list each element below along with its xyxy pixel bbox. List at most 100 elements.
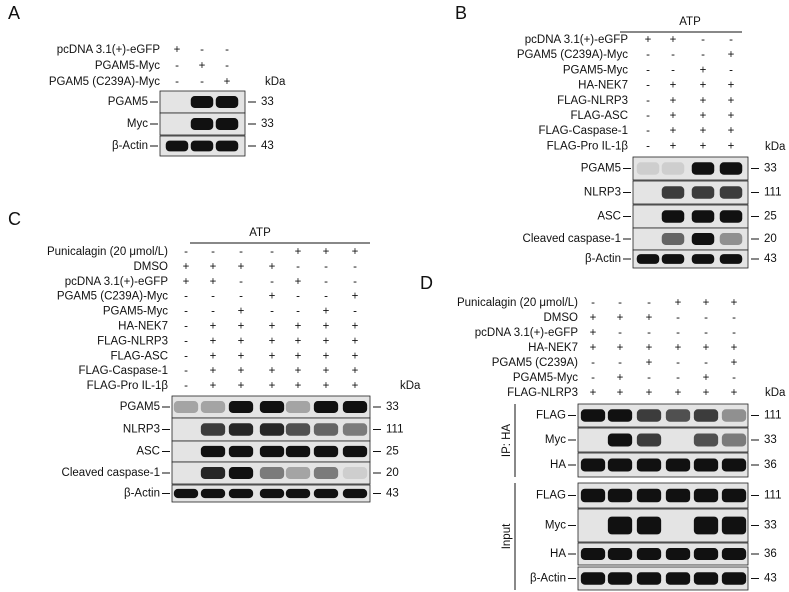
band — [636, 458, 662, 472]
condition-sign: + — [703, 297, 710, 309]
band — [721, 433, 747, 447]
condition-sign: + — [731, 357, 738, 369]
blot-strip — [577, 427, 749, 453]
condition-sign: + — [590, 342, 597, 354]
condition-sign: + — [352, 246, 359, 258]
condition-sign: + — [295, 246, 302, 258]
condition-label: FLAG-ASC — [570, 110, 628, 122]
condition-sign: - — [353, 261, 357, 273]
condition-sign: - — [618, 297, 622, 309]
kda-value: 111 — [764, 410, 781, 422]
kda-unit: kDa — [765, 141, 786, 153]
band — [228, 401, 254, 413]
band — [693, 572, 719, 585]
band — [636, 548, 662, 560]
condition-sign: - — [591, 357, 595, 369]
condition-sign: + — [210, 321, 217, 333]
condition-sign: + — [700, 110, 707, 122]
blot-label: Myc — [545, 520, 566, 532]
condition-label: HA-NEK7 — [528, 342, 578, 354]
blot-label: HA — [550, 459, 566, 471]
condition-sign: + — [269, 321, 276, 333]
band — [693, 548, 719, 560]
condition-sign: - — [676, 312, 680, 324]
condition-sign: - — [646, 80, 650, 92]
band — [636, 572, 662, 585]
condition-sign: - — [324, 291, 328, 303]
band — [721, 458, 747, 472]
condition-sign: + — [731, 297, 738, 309]
condition-sign: + — [617, 387, 624, 399]
condition-sign: + — [590, 387, 597, 399]
condition-sign: + — [670, 80, 677, 92]
condition-sign: + — [323, 246, 330, 258]
condition-label: PGAM5 (C239A) — [492, 357, 578, 369]
blot-strip — [632, 156, 749, 181]
condition-sign: + — [269, 335, 276, 347]
condition-sign: + — [183, 261, 190, 273]
blot-label: FLAG — [536, 490, 566, 502]
kda-value: 111 — [764, 490, 781, 502]
condition-sign: - — [646, 95, 650, 107]
condition-sign: + — [670, 34, 677, 46]
condition-sign: + — [728, 110, 735, 122]
group-label: IP: HA — [501, 424, 513, 458]
condition-sign: + — [183, 276, 190, 288]
condition-sign: + — [703, 387, 710, 399]
condition-sign: - — [296, 261, 300, 273]
condition-sign: - — [184, 365, 188, 377]
blot-label: β-Actin — [530, 573, 566, 585]
condition-sign: + — [670, 110, 677, 122]
condition-sign: + — [728, 125, 735, 137]
band — [693, 488, 719, 503]
band — [636, 433, 662, 447]
condition-sign: + — [728, 80, 735, 92]
band — [691, 162, 715, 175]
condition-sign: + — [295, 321, 302, 333]
condition-sign: - — [324, 261, 328, 273]
treatment-header: ATP — [249, 227, 271, 239]
condition-sign: + — [199, 60, 206, 72]
band — [200, 423, 226, 436]
kda-value: 33 — [764, 434, 777, 446]
condition-sign: + — [295, 276, 302, 288]
condition-sign: - — [239, 276, 243, 288]
band — [719, 233, 743, 245]
condition-sign: - — [200, 76, 204, 88]
band — [285, 401, 311, 413]
blot-label: Myc — [127, 118, 148, 130]
group-label: Input — [501, 523, 513, 549]
band — [607, 433, 633, 447]
condition-label: FLAG-Caspase-1 — [79, 365, 168, 377]
condition-sign: + — [728, 49, 735, 61]
condition-sign: + — [323, 321, 330, 333]
condition-sign: - — [211, 291, 215, 303]
condition-label: pcDNA 3.1(+)-eGFP — [57, 44, 161, 56]
condition-label: DMSO — [134, 261, 169, 273]
condition-sign: + — [670, 140, 677, 152]
band — [313, 445, 339, 458]
kda-unit: kDa — [765, 387, 786, 399]
band — [636, 488, 662, 503]
condition-label: PGAM5 (C239A)-Myc — [57, 291, 168, 303]
band — [342, 423, 368, 436]
condition-sign: + — [700, 64, 707, 76]
panel-label: B — [455, 3, 467, 23]
band — [607, 409, 633, 422]
condition-sign: - — [729, 64, 733, 76]
condition-sign: + — [295, 350, 302, 362]
condition-sign: - — [671, 64, 675, 76]
condition-sign: + — [210, 350, 217, 362]
band — [285, 445, 311, 458]
condition-sign: + — [700, 95, 707, 107]
condition-sign: + — [675, 342, 682, 354]
condition-sign: - — [704, 312, 708, 324]
condition-sign: - — [270, 276, 274, 288]
condition-sign: - — [184, 350, 188, 362]
condition-sign: + — [295, 380, 302, 392]
blot-label: NLRP3 — [123, 424, 160, 436]
condition-sign: - — [324, 276, 328, 288]
condition-label: pcDNA 3.1(+)-eGFP — [65, 276, 169, 288]
condition-sign: + — [238, 261, 245, 273]
band — [580, 548, 606, 560]
